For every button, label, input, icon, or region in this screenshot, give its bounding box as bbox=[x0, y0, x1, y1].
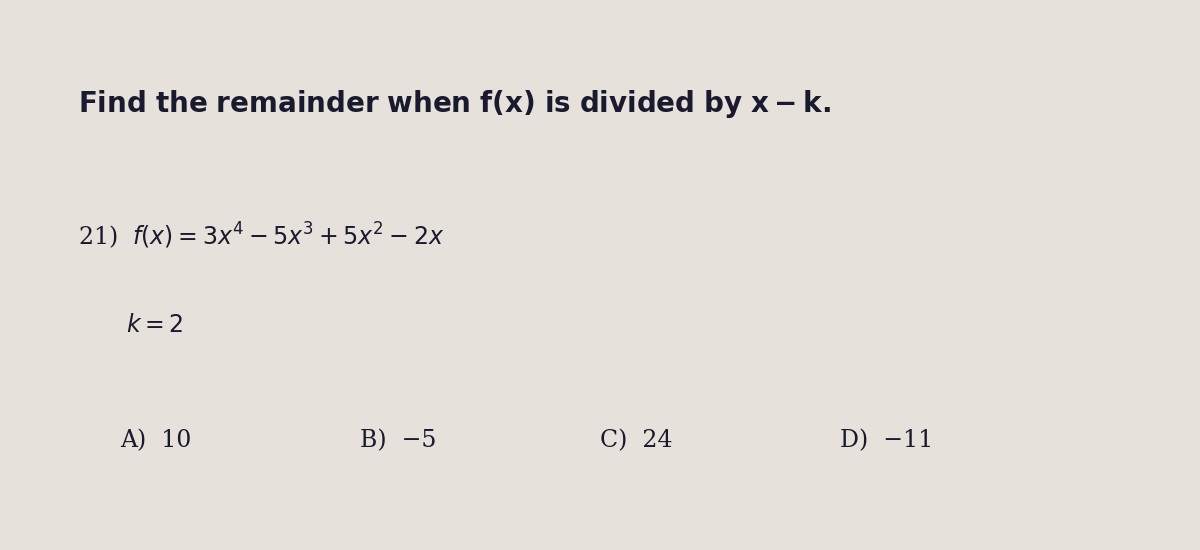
Text: D)  −11: D) −11 bbox=[840, 429, 934, 452]
Text: C)  24: C) 24 bbox=[600, 429, 673, 452]
Text: 21)  $f(x) = 3x^4 - 5x^3 + 5x^2 - 2x$: 21) $f(x) = 3x^4 - 5x^3 + 5x^2 - 2x$ bbox=[78, 220, 444, 251]
Text: $\bf{Find\ the\ remainder\ when}\ f(x)\ \bf{is\ divided\ by}\ x - k.$: $\bf{Find\ the\ remainder\ when}\ f(x)\ … bbox=[78, 88, 830, 120]
Text: A)  10: A) 10 bbox=[120, 429, 191, 452]
Text: B)  −5: B) −5 bbox=[360, 429, 437, 452]
Text: $k = 2$: $k = 2$ bbox=[126, 314, 184, 337]
